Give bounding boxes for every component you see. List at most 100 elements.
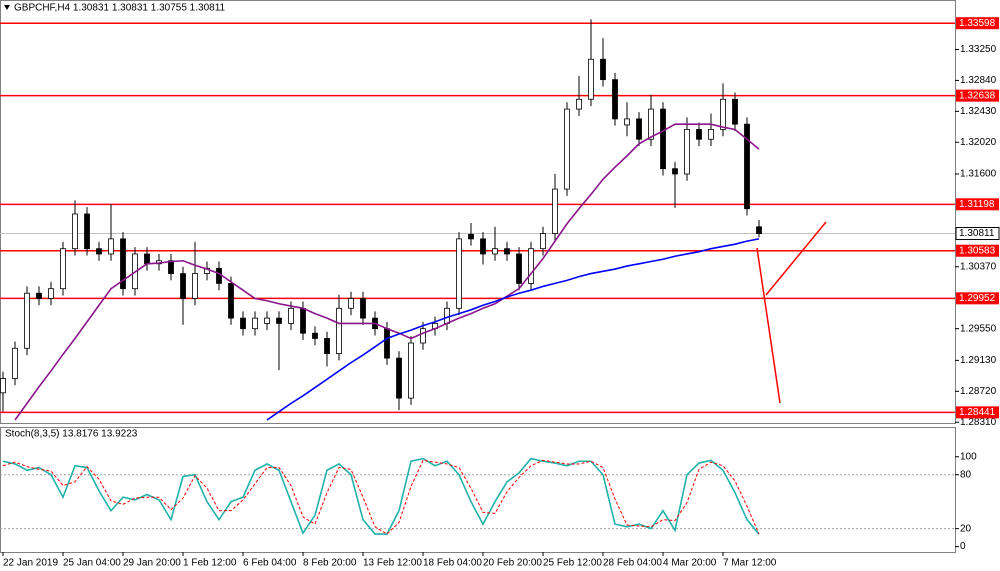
candle-body (264, 317, 270, 324)
candle-body (216, 267, 222, 284)
candle-body (576, 98, 582, 110)
y-tick-label: 100 (960, 451, 977, 462)
candle-body (732, 98, 738, 125)
y-tick-label: 20 (960, 523, 972, 534)
candle-body (0, 378, 6, 394)
candle-body (324, 338, 330, 354)
candle-body (408, 342, 414, 399)
candle-body (84, 213, 90, 250)
candle-body (684, 129, 690, 175)
y-tick-label: 1.32840 (960, 75, 997, 86)
stoch-title: Stoch(8,3,5) 13.8176 13.9223 (5, 429, 138, 440)
candle-body (456, 238, 462, 309)
candle-body (708, 129, 714, 140)
level-label: 1.29952 (959, 293, 996, 304)
last-price-label: 1.30811 (959, 228, 995, 239)
candle-body (600, 58, 606, 81)
y-tick-label: 1.31600 (960, 169, 997, 180)
candle-body (384, 328, 390, 359)
candle-body (144, 253, 150, 265)
menu-icon (4, 5, 10, 10)
level-label-box (956, 89, 999, 102)
candle-body (744, 123, 750, 210)
chart-title: GBPCHF,H4 1.30831 1.30831 1.30755 1.3081… (14, 3, 226, 14)
x-tick-label: 4 Mar 20:00 (663, 558, 717, 569)
x-tick-label: 1 Feb 12:00 (183, 558, 237, 569)
candle-body (504, 248, 510, 255)
main-panel-border (0, 0, 956, 424)
candle-body (276, 317, 282, 324)
y-tick-label: 0 (960, 541, 966, 552)
candle-body (564, 108, 570, 190)
candle-body (180, 273, 186, 299)
candle-body (540, 233, 546, 250)
candle-body (624, 118, 630, 126)
candle-body (12, 347, 18, 379)
candle-body (348, 298, 354, 309)
candle-body (252, 317, 258, 330)
level-label-box (956, 244, 999, 257)
x-tick-label: 6 Feb 04:00 (243, 558, 297, 569)
trend-line (756, 247, 781, 404)
x-tick-label: 29 Jan 20:00 (123, 558, 181, 569)
stoch-panel-border (0, 427, 956, 553)
x-tick-label: 20 Feb 20:00 (483, 558, 542, 569)
x-tick-label: 8 Feb 20:00 (303, 558, 357, 569)
candle-body (240, 317, 246, 330)
level-label: 1.31198 (959, 199, 995, 210)
candle-body (672, 168, 678, 175)
candle-body (696, 129, 702, 140)
level-label: 1.30583 (959, 245, 996, 256)
candle-body (636, 118, 642, 140)
y-tick-label: 1.28310 (960, 417, 997, 428)
y-tick-label: 1.29550 (960, 323, 997, 334)
level-label: 1.32638 (959, 90, 996, 101)
candle-body (288, 307, 294, 324)
candle-body (336, 307, 342, 354)
candle-body (72, 213, 78, 250)
y-tick-label: 80 (960, 469, 972, 480)
candle-body (360, 298, 366, 319)
y-tick-label: 1.29130 (960, 355, 997, 366)
x-tick-label: 7 Mar 12:00 (723, 558, 777, 569)
y-tick-label: 1.32020 (960, 137, 997, 148)
candle-body (420, 328, 426, 344)
y-tick-label: 1.28720 (960, 386, 997, 397)
candle-body (468, 233, 474, 240)
candle-body (312, 332, 318, 339)
candle-body (120, 238, 126, 290)
candle-body (720, 98, 726, 130)
candle-body (108, 238, 114, 255)
level-label-box (956, 292, 999, 305)
candle-body (396, 357, 402, 399)
candle-body (60, 248, 66, 290)
candle-body (516, 253, 522, 284)
candle-body (612, 79, 618, 120)
candle-body (648, 108, 654, 140)
x-tick-label: 25 Feb 12:00 (543, 558, 602, 569)
candle-body (480, 238, 486, 255)
trend-line (765, 221, 827, 296)
candle-body (36, 292, 42, 299)
x-tick-label: 18 Feb 04:00 (423, 558, 482, 569)
candle-body (96, 248, 102, 255)
candle-body (24, 292, 30, 349)
indicator-line (14, 123, 760, 421)
candle-body (48, 288, 54, 299)
x-tick-label: 28 Feb 04:00 (603, 558, 662, 569)
indicator-line (2, 459, 760, 535)
y-tick-label: 1.32430 (960, 106, 997, 117)
level-label-box (956, 17, 999, 30)
y-tick-label: 1.33250 (960, 44, 997, 55)
candle-body (192, 273, 198, 299)
candle-body (588, 58, 594, 100)
candle-body (444, 307, 450, 324)
x-tick-label: 22 Jan 2019 (3, 558, 58, 569)
candle-body (300, 307, 306, 334)
candle-body (168, 260, 174, 274)
indicator-line (266, 238, 760, 421)
candle-body (552, 188, 558, 234)
level-label-box (956, 406, 999, 419)
